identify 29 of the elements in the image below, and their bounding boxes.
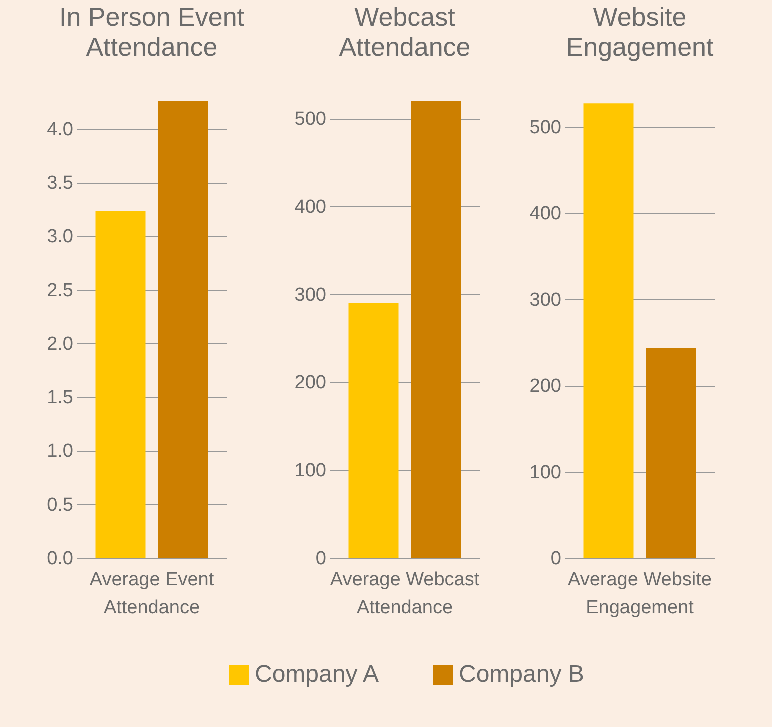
y-tick-label: 0	[316, 548, 326, 570]
y-tick-label: 300	[294, 284, 326, 306]
y-tick-label: 300	[530, 290, 562, 311]
y-tick-label: 0.0	[47, 548, 74, 570]
y-tick-label: 4.0	[47, 119, 74, 140]
y-tick-label: 200	[294, 372, 326, 394]
chart-title: Website Engagement	[566, 2, 714, 62]
chart-title: Webcast Attendance	[339, 2, 471, 62]
y-tick-label: 400	[530, 204, 562, 225]
y-tick-label: 0.5	[47, 494, 74, 516]
y-tick-label: 500	[294, 109, 326, 130]
y-tick-label: 0	[550, 548, 562, 570]
legend-label: Company B	[459, 661, 584, 688]
x-tick-label: Average Website Engagement	[568, 570, 712, 618]
y-tick-label: 1.0	[47, 441, 74, 462]
x-tick-label: Average Webcast Attendance	[330, 570, 480, 618]
y-tick-label: 1.5	[47, 388, 74, 409]
y-tick-label: 3.5	[47, 173, 74, 194]
y-tick-label: 500	[530, 117, 562, 138]
x-tick-label: Average Event Attendance	[90, 570, 215, 618]
y-tick-label: 3.0	[47, 226, 74, 248]
y-tick-label: 200	[530, 376, 562, 398]
y-tick-label: 2.0	[47, 334, 74, 355]
legend-label: Company A	[255, 661, 380, 688]
chart-title: In Person Event Attendance	[60, 2, 246, 62]
y-tick-label: 400	[294, 196, 326, 218]
y-tick-label: 100	[294, 460, 326, 482]
y-tick-label: 100	[530, 462, 562, 484]
y-tick-label: 2.5	[47, 280, 74, 302]
